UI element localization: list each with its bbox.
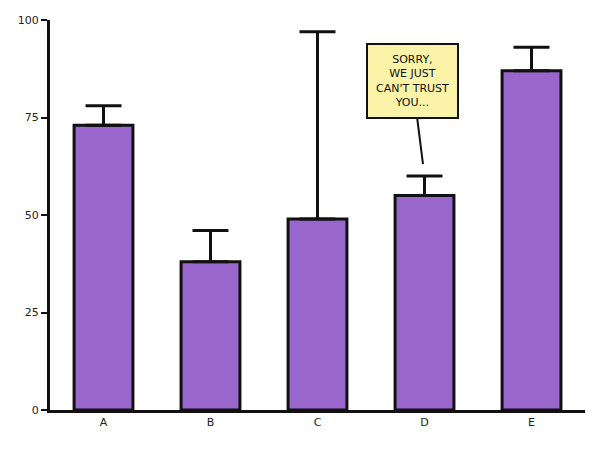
svg-text:50: 50: [25, 209, 39, 222]
svg-text:B: B: [207, 416, 215, 429]
svg-text:25: 25: [25, 306, 39, 319]
svg-text:SORRY,WE JUSTCAN'T TRUSTYOU...: SORRY,WE JUSTCAN'T TRUSTYOU...: [376, 53, 449, 109]
svg-text:100: 100: [18, 14, 39, 27]
svg-text:A: A: [100, 416, 108, 429]
svg-text:D: D: [420, 416, 428, 429]
svg-text:0: 0: [32, 404, 39, 417]
svg-text:75: 75: [25, 111, 39, 124]
svg-text:C: C: [314, 416, 322, 429]
svg-text:E: E: [528, 416, 535, 429]
